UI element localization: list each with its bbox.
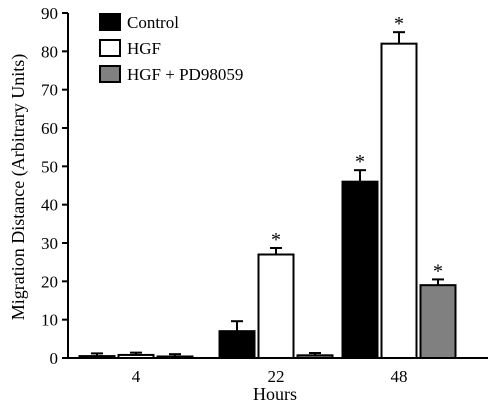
y-tick-label: 10 — [41, 311, 58, 330]
bar-hgf-pd98059 — [419, 284, 457, 359]
y-axis-title: Migration Distance (Arbitrary Units) — [8, 54, 29, 320]
y-tick-label: 70 — [41, 81, 58, 100]
legend-label: HGF — [127, 39, 161, 58]
legend-label: HGF + PD98059 — [127, 65, 243, 84]
legend-swatch — [99, 39, 121, 57]
bar-hgf — [380, 42, 418, 360]
significance-marker: * — [433, 260, 443, 282]
bar-hgf-pd98059 — [296, 354, 334, 360]
y-tick-label: 90 — [41, 4, 58, 23]
bar-control — [78, 355, 116, 360]
legend-swatch — [99, 13, 121, 31]
bar-control — [218, 330, 256, 359]
bar-control — [341, 180, 379, 359]
bar-hgf — [257, 253, 295, 359]
y-tick-label: 0 — [50, 349, 59, 368]
bar-hgf — [117, 353, 155, 359]
y-tick-label: 40 — [41, 196, 58, 215]
y-tick-label: 30 — [41, 234, 58, 253]
x-tick-label: 48 — [391, 367, 408, 386]
y-tick-label: 20 — [41, 272, 58, 291]
significance-marker: * — [394, 13, 404, 35]
x-axis-title: Hours — [253, 384, 297, 404]
bar-hgf-pd98059 — [156, 355, 194, 360]
x-tick-label: 4 — [132, 367, 141, 386]
legend-label: Control — [127, 13, 179, 32]
significance-marker: * — [271, 229, 281, 251]
significance-marker: * — [355, 151, 365, 173]
legend-swatch — [99, 65, 121, 83]
y-tick-label: 80 — [41, 42, 58, 61]
y-tick-label: 60 — [41, 119, 58, 138]
x-tick-label: 22 — [268, 367, 285, 386]
y-tick-label: 50 — [41, 157, 58, 176]
